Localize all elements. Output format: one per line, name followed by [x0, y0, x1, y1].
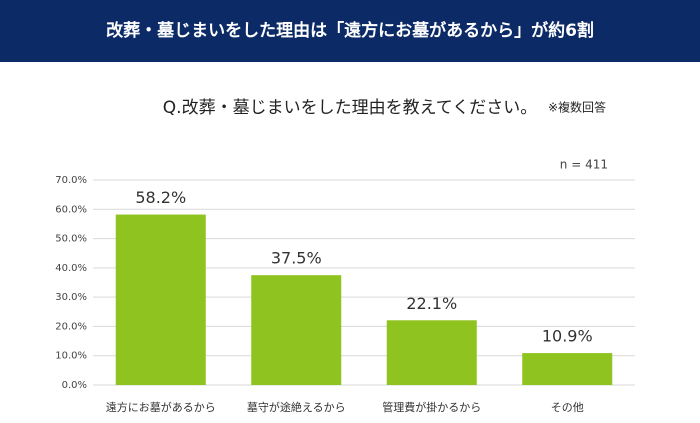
chart-title: 改葬・墓じまいをした理由は「遠方にお墓があるから」が約6割	[106, 20, 594, 41]
x-tick-label: 管理費が掛かるから	[382, 400, 481, 414]
bar	[115, 214, 206, 385]
x-tick-label: 墓守が途絶えるから	[247, 400, 346, 414]
x-tick-label: その他	[551, 401, 584, 414]
y-tick-label: 50.0%	[55, 234, 87, 245]
y-tick-label: 10.0%	[55, 351, 87, 362]
value-label: 22.1%	[406, 294, 457, 313]
bar	[386, 320, 477, 385]
y-tick-label: 40.0%	[55, 263, 87, 274]
value-label: 10.9%	[542, 327, 593, 346]
chart-subtitle: Q.改葬・墓じまいをした理由を教えてください。	[163, 98, 537, 118]
note: ※複数回答	[548, 100, 606, 115]
bar	[522, 353, 613, 385]
y-tick-label: 0.0%	[62, 380, 87, 391]
bar	[251, 275, 342, 385]
y-tick-label: 70.0%	[55, 175, 87, 186]
value-label: 37.5%	[271, 249, 322, 268]
y-tick-label: 20.0%	[55, 321, 87, 332]
y-tick-label: 30.0%	[55, 292, 87, 303]
sample-size: n = 411	[560, 158, 608, 172]
header-band	[0, 0, 700, 62]
x-tick-label: 遠方にお墓があるから	[106, 400, 216, 414]
value-label: 58.2%	[135, 188, 186, 207]
y-tick-label: 60.0%	[55, 204, 87, 215]
